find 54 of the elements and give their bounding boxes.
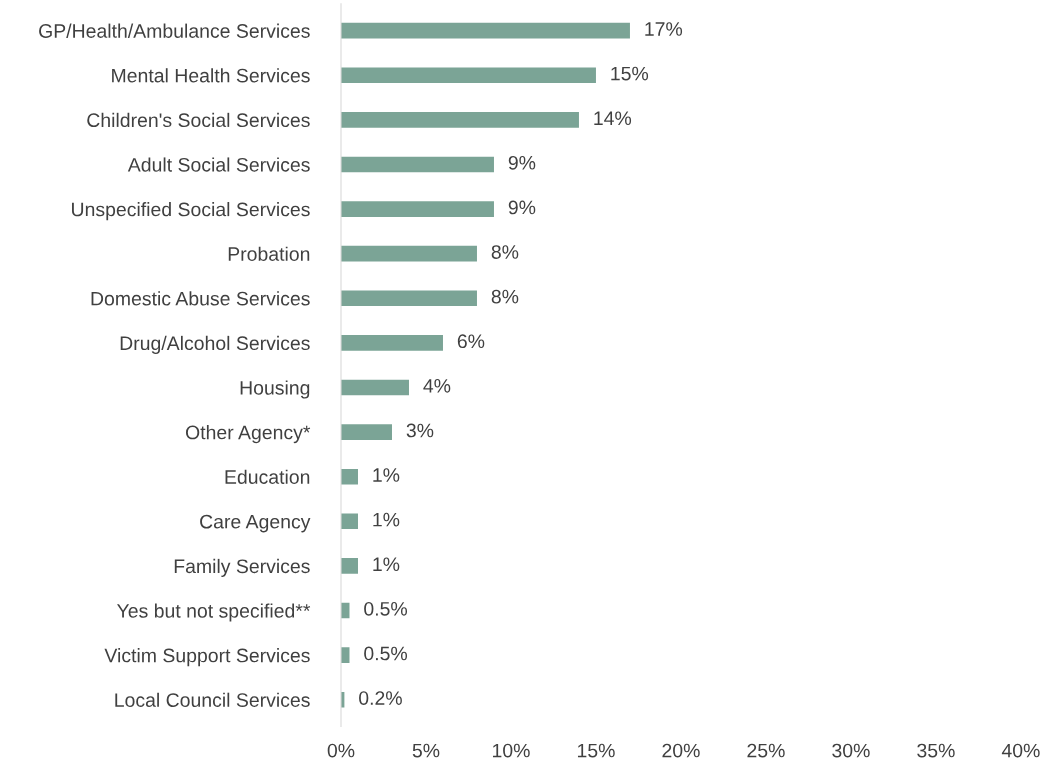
x-tick-label: 5% [412,743,440,758]
data-label: 0.5% [364,601,408,616]
y-tick-label: Local Council Services [115,692,310,707]
y-tick-label: Mental Health Services [112,68,310,83]
x-tick-label: 40% [1001,743,1040,758]
data-label: 6% [457,334,485,349]
bar [341,22,630,39]
bar [341,112,579,128]
y-tick-label: Drug/Alcohol Services [120,335,310,354]
data-label: 8% [491,289,519,304]
y-tick-label: Education [225,469,310,484]
data-label: 8% [491,245,519,259]
data-label: 1% [373,468,400,482]
x-tick-label: 10% [493,743,530,758]
x-tick-label: 35% [917,743,955,758]
y-tick-label: Other Agency* [185,425,311,444]
data-label: 17% [645,22,683,36]
bar [341,245,477,262]
data-label: 15% [611,66,649,81]
y-tick-label: Unspecified Social Services [72,202,310,221]
y-tick-label: Care Agency [200,514,311,533]
x-tick-label: 25% [747,743,785,758]
x-tick-label: 20% [662,743,700,758]
y-tick-label: Domestic Abuse Services [91,291,310,306]
bar [341,513,358,530]
x-tick-label: 30% [832,743,870,758]
x-tick-label: 0% [327,743,355,758]
bar [341,558,358,574]
data-label: 0.2% [359,691,402,705]
bar [341,67,596,84]
data-label: 1% [373,557,400,572]
bar [341,290,477,307]
bar [341,201,494,217]
y-tick-label: Adult Social Services [127,157,310,172]
y-tick-label: Probation [228,246,310,261]
data-label: 1% [373,512,400,527]
bar [341,335,443,351]
bar [341,468,358,485]
y-tick-label: Yes but not specified** [117,603,311,622]
y-tick-label: Family Services [174,558,310,577]
bar [341,424,392,440]
bar [341,379,409,396]
data-label: 0.5% [364,646,408,661]
y-tick-label: Housing [240,380,310,399]
data-label: 14% [594,111,632,125]
bar [341,156,494,173]
y-tick-label: Victim Support Services [104,648,310,667]
data-label: 4% [423,379,451,393]
data-label: 9% [508,155,536,170]
y-tick-label: GP/Health/Ambulance Services [39,23,310,38]
x-tick-label: 15% [577,743,615,758]
data-label: 9% [508,200,536,215]
data-label: 3% [406,423,434,438]
y-tick-label: Children's Social Services [87,112,310,128]
